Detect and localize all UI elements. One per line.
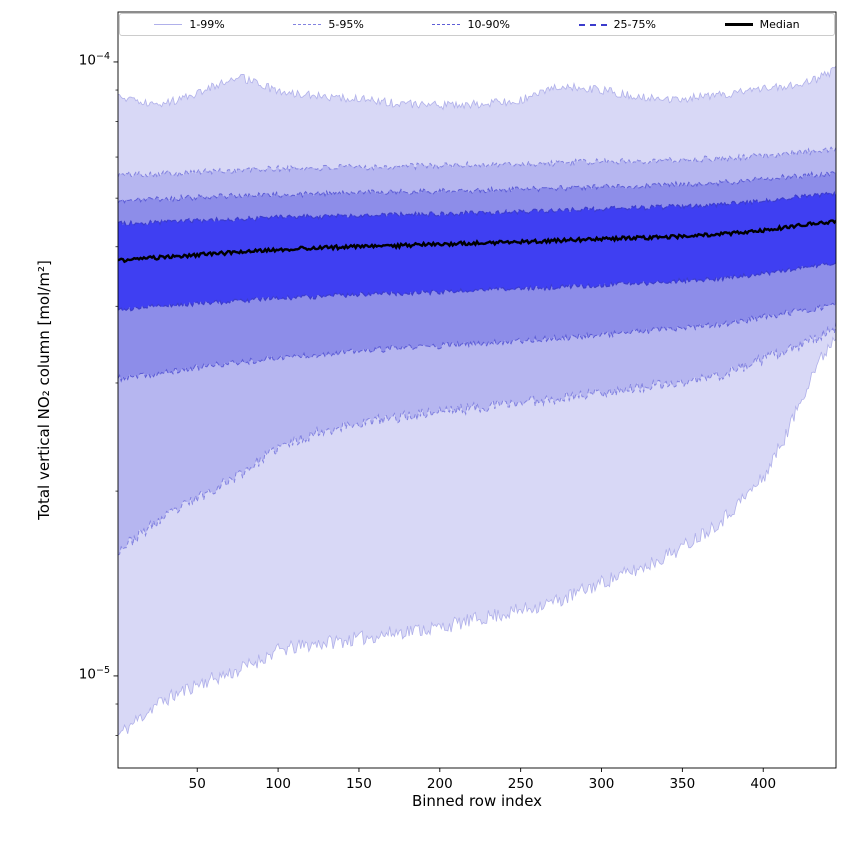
legend-label-10-90: 10-90%: [467, 18, 510, 31]
y-tick-label: 10−4: [78, 50, 110, 69]
x-tick-label: 150: [346, 776, 372, 792]
x-tick-label: 300: [588, 776, 615, 792]
legend-item-median: Median: [724, 18, 800, 31]
legend-label-5-95: 5-95%: [328, 18, 364, 31]
x-tick-label: 400: [750, 776, 777, 792]
legend-line-median-icon: [724, 23, 753, 26]
legend-label-25-75: 25-75%: [613, 18, 656, 31]
legend-label-median: Median: [759, 18, 800, 31]
y-tick-label: 10−5: [78, 664, 110, 683]
legend-label-1-99: 1-99%: [189, 18, 225, 31]
band-25-75pct-fill: [118, 192, 836, 311]
legend-line-25-75-icon: [578, 23, 607, 26]
legend-line-5-95-icon: [293, 24, 322, 25]
plot-area: [118, 65, 836, 736]
x-tick-label: 350: [669, 776, 696, 792]
percentile-p90-line: [118, 171, 836, 204]
median-line: [118, 219, 836, 264]
percentile-p95-line: [118, 146, 836, 178]
x-axis-title: Binned row index: [411, 792, 543, 810]
percentile-p75-line: [118, 191, 836, 227]
axes-border: [117, 11, 837, 769]
percentile-p10-line: [118, 302, 836, 383]
x-tick-label: 50: [188, 776, 206, 792]
legend-line-10-90-icon: [432, 24, 461, 25]
percentile-p99-line: [118, 65, 836, 111]
legend-item-1-99: 1-99%: [154, 18, 225, 31]
x-tick-label: 100: [265, 776, 291, 792]
x-tick-label: 250: [507, 776, 534, 792]
y-axis-title: Total vertical NO₂ column [mol/m²]: [35, 260, 53, 520]
percentile-p01-line: [118, 336, 836, 736]
legend-item-10-90: 10-90%: [432, 18, 510, 31]
legend-line-1-99-icon: [154, 24, 183, 25]
legend-item-25-75: 25-75%: [578, 18, 656, 31]
percentile-p25-line: [118, 262, 836, 313]
legend: 1-99% 5-95% 10-90% 25-75% Median: [119, 13, 835, 36]
legend-item-5-95: 5-95%: [293, 18, 364, 31]
x-tick-label: 200: [426, 776, 453, 792]
